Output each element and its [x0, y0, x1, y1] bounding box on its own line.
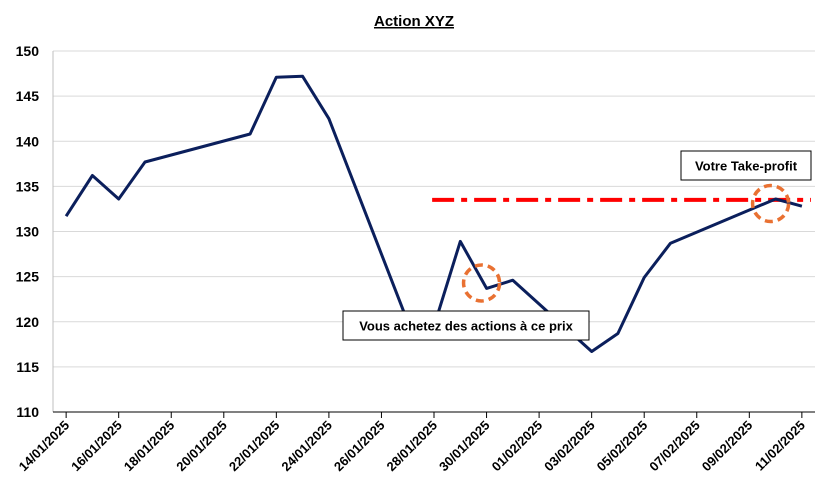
- buy-price-marker: [461, 263, 502, 303]
- y-tick-label: 145: [16, 88, 40, 104]
- x-tick-label: 05/02/2025: [594, 418, 651, 475]
- x-tick-label: 24/01/2025: [278, 418, 335, 475]
- x-tick-label: 07/02/2025: [646, 418, 703, 475]
- y-tick-label: 140: [16, 133, 40, 149]
- x-tick-label: 28/01/2025: [383, 418, 440, 475]
- y-tick-label: 110: [16, 404, 39, 420]
- x-tick-label: 30/01/2025: [436, 418, 493, 475]
- x-tick-label: 11/02/2025: [752, 418, 808, 474]
- y-tick-label: 115: [16, 359, 39, 375]
- y-tick-label: 130: [16, 224, 40, 240]
- x-tick-label: 09/02/2025: [699, 418, 756, 475]
- x-tick-label: 18/01/2025: [121, 418, 178, 475]
- chart-title: Action XYZ: [374, 13, 454, 30]
- y-tick-label: 150: [16, 43, 40, 59]
- axes-layer: 110 115 120 125 130 135 140 145 150 14/01/202516/…: [16, 43, 815, 474]
- x-tick-label: 20/01/2025: [173, 418, 230, 475]
- annotation-layer: Vous achetez des actions à ce prix Votre …: [342, 150, 812, 341]
- x-tick-label: 14/01/2025: [16, 418, 73, 475]
- take-profit-marker: [750, 183, 791, 224]
- x-tick-label: 01/02/2025: [489, 418, 546, 475]
- y-tick-label: 120: [16, 314, 40, 330]
- x-tick-label: 16/01/2025: [68, 418, 125, 475]
- take-profit-callout-text: Votre Take-profit: [695, 159, 798, 174]
- x-tick-label: 03/02/2025: [541, 418, 598, 475]
- y-tick-label: 125: [16, 269, 40, 285]
- take-profit-callout-box: [680, 150, 812, 181]
- grid-layer: [53, 50, 815, 368]
- x-tick-label: 26/01/2025: [331, 418, 388, 475]
- marker-layer: [461, 183, 791, 303]
- x-tick-label: 22/01/2025: [226, 418, 283, 475]
- y-tick-label: 135: [16, 178, 40, 194]
- buy-callout-text: Vous achetez des actions à ce prix: [359, 319, 573, 334]
- buy-callout-box: [342, 310, 590, 341]
- price-series-line: [64, 74, 803, 353]
- series-layer: [64, 74, 803, 353]
